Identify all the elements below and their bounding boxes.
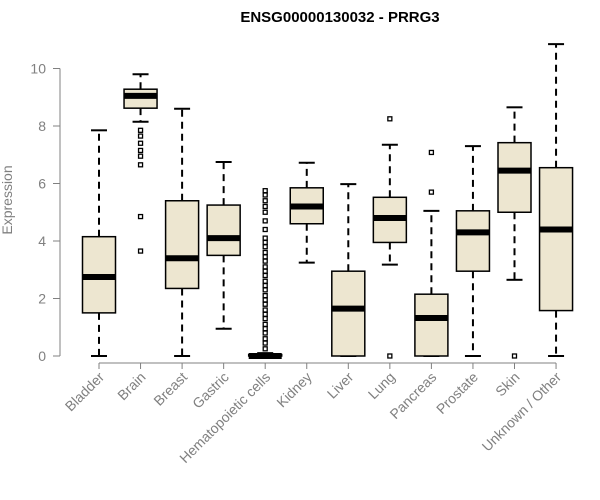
outlier-point (137, 140, 144, 146)
outlier-point (511, 353, 518, 359)
y-tick-label: 6 (38, 176, 46, 192)
outlier-point (428, 149, 435, 156)
outlier-point (262, 188, 268, 194)
plot-area (81, 43, 574, 359)
outlier-point (262, 226, 268, 233)
outlier-point (262, 218, 268, 224)
x-tick-label: Bladder (62, 369, 108, 415)
box-prostate (455, 145, 491, 357)
y-axis-label: Expression (0, 165, 15, 234)
y-tick-label: 10 (30, 61, 46, 77)
box-breast (164, 107, 200, 357)
iqr-box (331, 270, 366, 357)
outlier-point (387, 353, 393, 359)
outlier-point (137, 147, 144, 154)
iqr-box (206, 204, 241, 257)
x-tick-label: Unknown / Other (479, 369, 565, 455)
outlier-point (137, 213, 144, 220)
outlier-point (262, 297, 268, 303)
outlier-point (262, 209, 268, 215)
outlier-point (262, 198, 268, 204)
box-pancreas (414, 149, 449, 357)
box-bladder (81, 129, 117, 357)
outlier-point (262, 203, 268, 210)
box-liver (331, 183, 366, 357)
y-tick-label: 0 (38, 348, 46, 364)
outlier-point (137, 248, 144, 254)
outlier-point (262, 301, 268, 307)
x-tick-label: Breast (150, 369, 190, 409)
outlier-point (262, 282, 268, 289)
outlier-point (262, 235, 268, 241)
outlier-point (137, 162, 144, 168)
outlier-point (428, 189, 435, 195)
iqr-box (455, 210, 491, 272)
outlier-point (262, 192, 268, 198)
iqr-box (538, 166, 574, 312)
outlier-point (262, 278, 268, 284)
y-tick-label: 4 (38, 233, 46, 249)
box-brain (123, 73, 158, 254)
outlier-point (262, 268, 268, 274)
outlier-point (262, 272, 268, 279)
x-tick-label: Liver (324, 369, 357, 402)
chart-title: ENSG00000130032 - PRRG3 (240, 9, 439, 26)
y-tick-label: 8 (38, 118, 46, 134)
x-tick-label: Lung (365, 369, 398, 402)
outlier-point (137, 153, 144, 159)
outlier-point (262, 346, 268, 352)
y-axis: 0 2 4 6 8 10 (30, 61, 61, 364)
x-tick-label: Brain (114, 369, 148, 403)
outlier-point (137, 127, 144, 133)
outlier-point (262, 340, 268, 346)
outlier-point (262, 258, 268, 264)
outlier-point (262, 307, 268, 313)
x-tick-label: Kidney (273, 369, 315, 411)
outlier-point (262, 264, 268, 270)
outlier-point (262, 249, 268, 256)
iqr-box (164, 200, 200, 290)
outlier-point (262, 287, 268, 293)
box-gastric (206, 160, 241, 330)
outlier-point (262, 239, 268, 246)
x-tick-label: Prostate (433, 369, 481, 417)
iqr-box (497, 141, 532, 213)
box-unknown-other (538, 43, 574, 357)
outlier-point (262, 292, 268, 299)
box-kidney (289, 161, 324, 264)
outlier-point (262, 244, 268, 250)
box-skin (497, 106, 532, 359)
iqr-box (414, 293, 449, 357)
x-tick-label: Skin (492, 369, 523, 400)
outlier-point (262, 254, 268, 260)
outlier-point (137, 133, 144, 139)
outlier-point (262, 311, 268, 317)
y-tick-label: 2 (38, 291, 46, 307)
outlier-point (262, 315, 268, 322)
outlier-point (262, 336, 268, 342)
box-hematopoietic-cells (247, 188, 283, 359)
outlier-point (262, 330, 268, 336)
outlier-point (387, 116, 393, 122)
outlier-point (262, 321, 268, 328)
box-lung (372, 116, 408, 359)
outlier-point (262, 326, 268, 332)
